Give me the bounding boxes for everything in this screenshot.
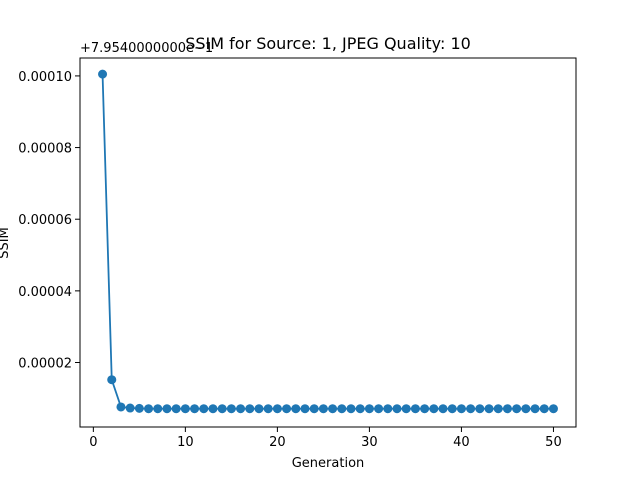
data-point xyxy=(466,404,476,414)
x-axis: 0 10 20 30 40 50 xyxy=(89,427,562,450)
data-point xyxy=(226,404,236,414)
data-point xyxy=(438,404,448,414)
data-point xyxy=(475,404,485,414)
y-axis-label: SSIM xyxy=(0,227,12,259)
data-point xyxy=(364,404,374,414)
data-point xyxy=(282,404,292,414)
data-point xyxy=(153,404,163,414)
data-point xyxy=(318,404,328,414)
data-point xyxy=(300,404,310,414)
chart-title: SSIM for Source: 1, JPEG Quality: 10 xyxy=(185,34,471,53)
data-point xyxy=(401,404,411,414)
data-point xyxy=(328,404,338,414)
data-point xyxy=(272,404,282,414)
data-point xyxy=(521,404,531,414)
data-point xyxy=(107,375,117,385)
data-point xyxy=(144,404,154,414)
x-tick-label: 30 xyxy=(361,435,378,450)
data-point xyxy=(180,404,190,414)
plot-frame xyxy=(79,57,577,428)
data-point xyxy=(217,404,227,414)
data-point xyxy=(263,404,273,414)
data-point xyxy=(208,404,218,414)
y-tick-label: 0.00010 xyxy=(18,70,72,85)
data-point xyxy=(548,404,558,414)
data-point xyxy=(383,404,393,414)
data-point xyxy=(420,404,430,414)
data-point xyxy=(429,404,439,414)
data-point xyxy=(245,404,255,414)
data-point xyxy=(346,404,356,414)
data-point xyxy=(392,404,402,414)
data-point xyxy=(171,404,181,414)
data-point xyxy=(530,404,540,414)
data-point xyxy=(116,402,126,412)
x-tick-label: 10 xyxy=(177,435,194,450)
y-tick-label: 0.00002 xyxy=(18,357,72,372)
y-tick-label: 0.00008 xyxy=(18,142,72,157)
x-tick-label: 40 xyxy=(453,435,470,450)
data-point xyxy=(236,404,246,414)
data-point xyxy=(291,404,301,414)
data-point xyxy=(410,404,420,414)
x-axis-label: Generation xyxy=(292,456,365,471)
data-point xyxy=(512,404,522,414)
data-point xyxy=(134,403,144,413)
x-tick-label: 20 xyxy=(269,435,286,450)
data-point xyxy=(493,404,503,414)
x-tick-label: 0 xyxy=(89,435,97,450)
data-point xyxy=(162,404,172,414)
data-point xyxy=(337,404,347,414)
data-point xyxy=(98,69,108,79)
data-point xyxy=(254,404,264,414)
series-layer xyxy=(98,69,558,414)
x-tick-label: 50 xyxy=(545,435,562,450)
data-point xyxy=(447,404,457,414)
data-point xyxy=(484,404,494,414)
data-point xyxy=(125,403,135,413)
y-tick-label: 0.00004 xyxy=(18,285,72,300)
data-point xyxy=(355,404,365,414)
data-point xyxy=(190,404,200,414)
y-tick-label: 0.00006 xyxy=(18,213,72,228)
y-axis: 0.00002 0.00004 0.00006 0.00008 0.00010 xyxy=(18,70,80,372)
data-point xyxy=(309,404,319,414)
data-point xyxy=(456,404,466,414)
data-point xyxy=(199,404,209,414)
axis-offset-label: +7.9540000000e−1 xyxy=(80,41,213,56)
data-point xyxy=(502,404,512,414)
data-point xyxy=(374,404,384,414)
data-point xyxy=(539,404,549,414)
